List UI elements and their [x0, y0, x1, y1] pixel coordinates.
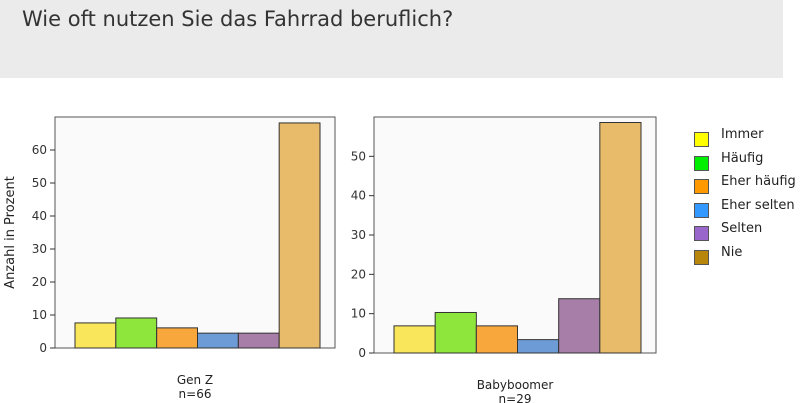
- legend-swatch: [694, 226, 709, 241]
- question-title: Wie oft nutzen Sie das Fahrrad beruflich…: [22, 7, 454, 31]
- y-tick-label: 10: [32, 308, 47, 322]
- y-tick-label: 50: [351, 149, 366, 163]
- bar-immer: [393, 325, 436, 354]
- y-tick-label: 30: [351, 228, 366, 242]
- bar-eher-häufig: [475, 325, 519, 354]
- bar-häufig: [115, 317, 158, 349]
- question-header: Wie oft nutzen Sie das Fahrrad beruflich…: [0, 0, 783, 78]
- bar-nie: [278, 122, 321, 349]
- x-sample-size: n=29: [499, 392, 532, 403]
- legend-swatch: [694, 155, 709, 171]
- x-category-label: Gen Z: [177, 373, 213, 387]
- bar-selten: [237, 332, 280, 349]
- y-tick-label: 0: [39, 341, 47, 355]
- chart-panel-1: 0 10 20 30 40 50 60 Gen Zn=66 Anzahl in Prozent: [3, 116, 336, 401]
- y-tick-label: 0: [358, 346, 366, 360]
- y-tick-label: 40: [32, 209, 47, 223]
- legend-label: Nie: [721, 244, 743, 260]
- y-tick-label: 10: [351, 307, 366, 321]
- legend-label: Eher selten: [721, 197, 795, 213]
- legend-label: Eher häufig: [721, 174, 796, 189]
- bar-nie: [599, 122, 642, 354]
- bar-immer: [74, 322, 117, 349]
- bar-eher-selten: [517, 339, 560, 354]
- x-category-label: Babyboomer: [477, 378, 554, 392]
- legend-label: Immer: [721, 127, 764, 142]
- legend-swatch: [694, 249, 709, 265]
- x-sample-size: n=66: [179, 387, 212, 401]
- y-tick-label: 20: [351, 267, 366, 281]
- legend-label: Selten: [721, 221, 763, 236]
- bar-eher-selten: [197, 332, 239, 349]
- y-tick-label: 40: [351, 189, 366, 203]
- legend-swatch: [694, 179, 709, 194]
- legend-label: Häufig: [721, 150, 764, 166]
- bar-häufig: [434, 311, 477, 354]
- legend-swatch: [694, 202, 709, 218]
- y-tick-label: 60: [32, 143, 47, 157]
- bar-eher-häufig: [156, 327, 199, 349]
- y-axis-label: Anzahl in Prozent: [3, 176, 18, 289]
- y-tick-label: 50: [32, 176, 47, 190]
- y-tick-label: 20: [32, 275, 47, 289]
- legend-swatch: [694, 132, 709, 147]
- y-tick-label: 30: [32, 242, 47, 256]
- bar-selten: [558, 298, 601, 354]
